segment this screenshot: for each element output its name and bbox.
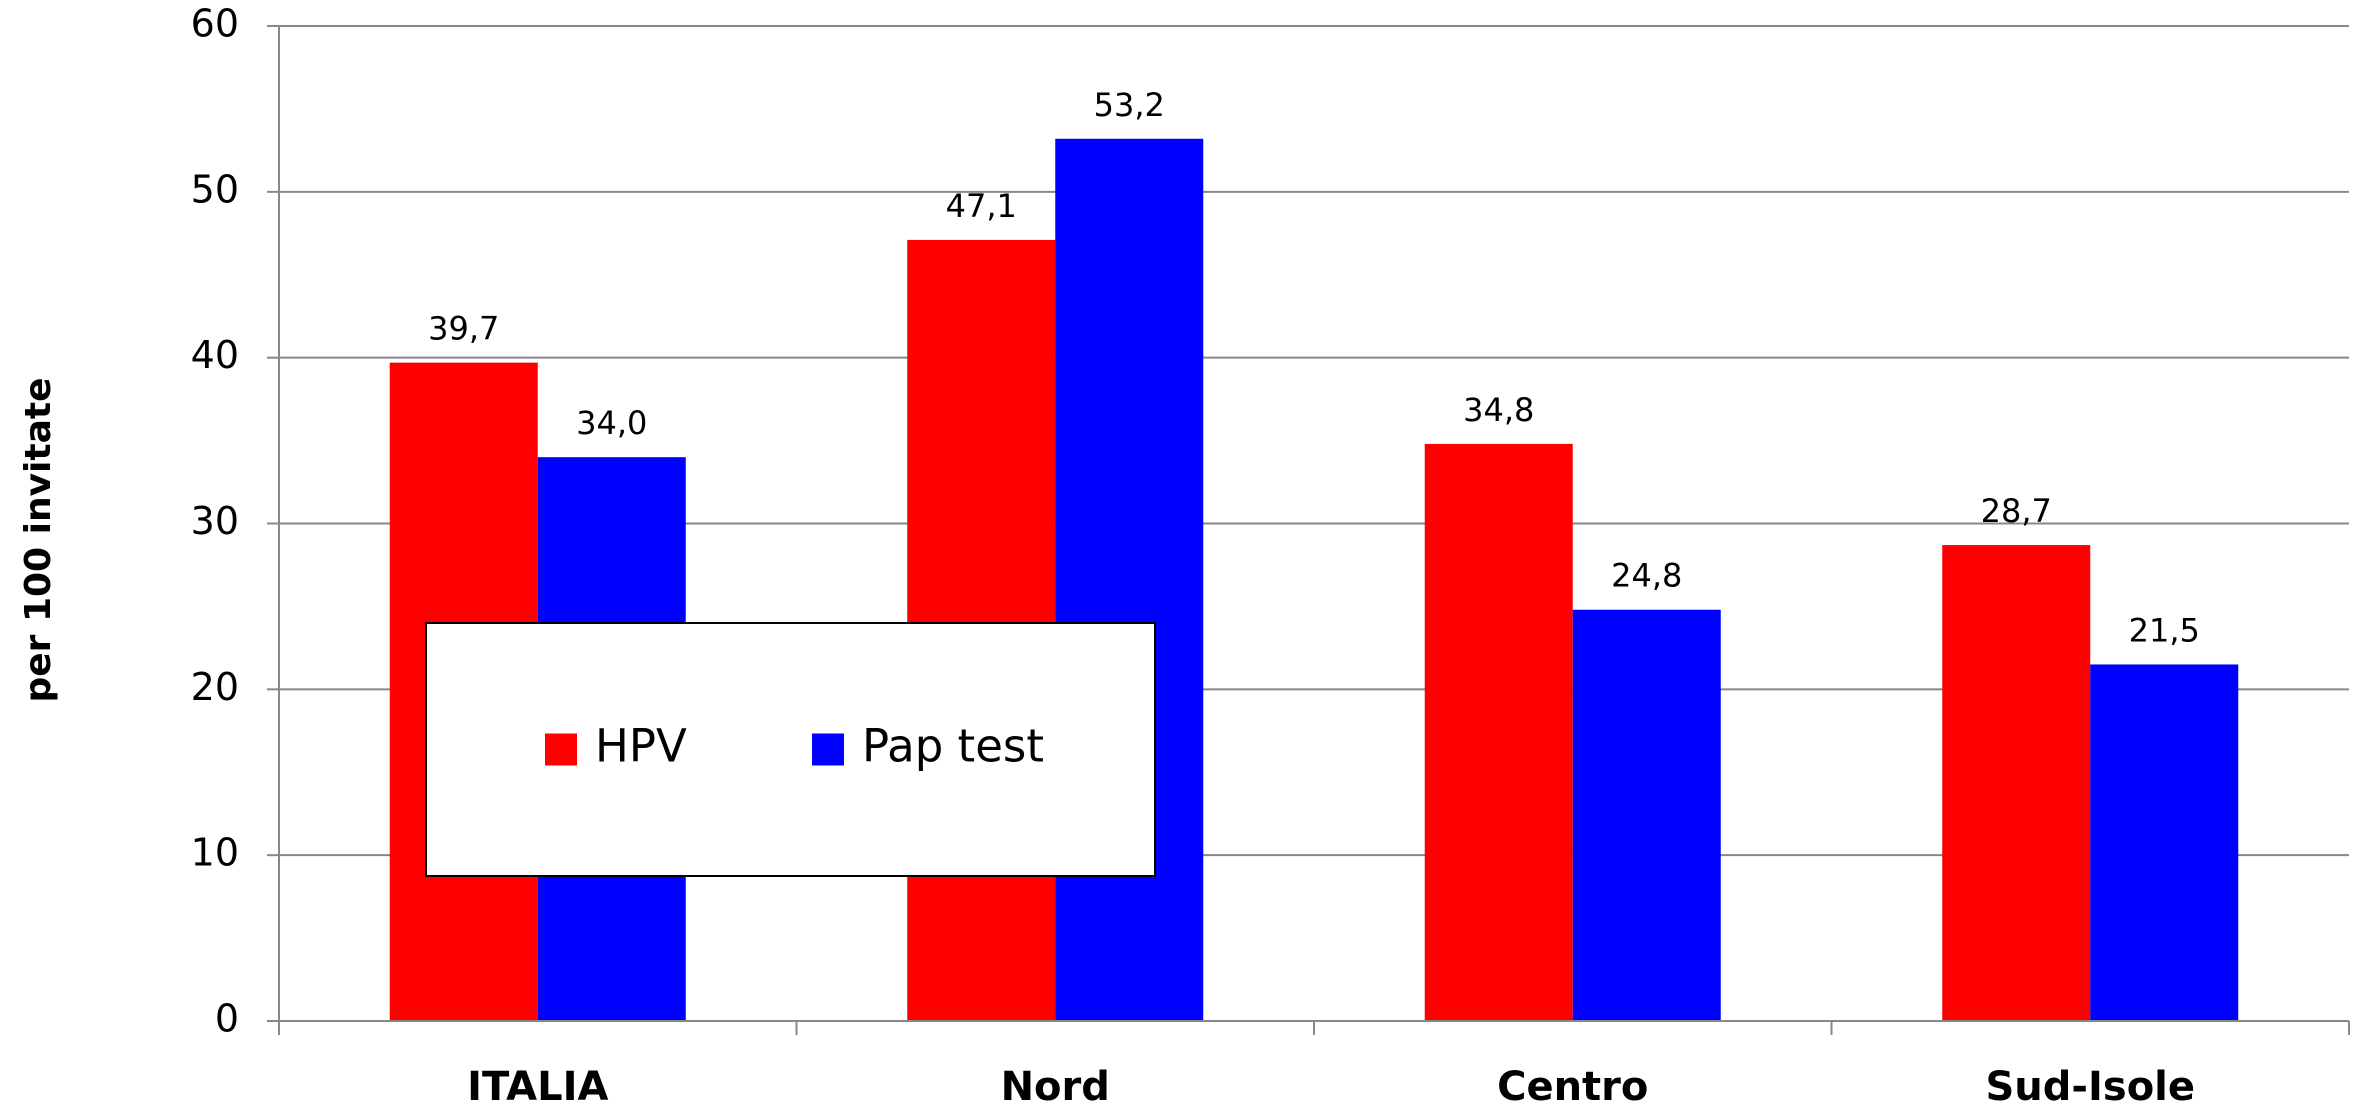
y-tick-label: 60 — [191, 2, 239, 46]
value-label: 53,2 — [1094, 86, 1165, 124]
y-tick-label: 20 — [191, 665, 239, 709]
bar — [1055, 138, 1204, 1021]
x-tick-label: Nord — [1001, 1064, 1110, 1110]
value-label: 24,8 — [1611, 557, 1682, 595]
legend-label: Pap test — [862, 720, 1044, 773]
value-label: 47,1 — [946, 187, 1017, 225]
legend-swatch — [545, 733, 577, 766]
x-tick-label: ITALIA — [467, 1064, 608, 1110]
value-label: 21,5 — [2129, 611, 2200, 649]
x-tick-label: Centro — [1497, 1064, 1648, 1110]
legend-label: HPV — [595, 720, 687, 773]
bar — [1424, 443, 1573, 1021]
y-tick-label: 30 — [191, 499, 239, 543]
x-tick-label: Sud-Isole — [1985, 1064, 2195, 1110]
bar — [1942, 545, 2091, 1021]
value-label: 34,0 — [576, 404, 647, 442]
y-tick-label: 50 — [191, 167, 239, 211]
y-tick-label: 10 — [191, 831, 239, 875]
legend-swatch — [812, 733, 844, 766]
value-label: 39,7 — [428, 310, 499, 348]
legend-box — [425, 622, 1156, 877]
value-label: 34,8 — [1463, 391, 1534, 429]
y-tick-label: 0 — [215, 997, 239, 1041]
y-tick-label: 40 — [191, 333, 239, 377]
y-axis-label: per 100 invitate — [18, 377, 59, 702]
bar — [1572, 609, 1721, 1021]
value-label: 28,7 — [1981, 492, 2052, 530]
bar — [2090, 664, 2239, 1021]
